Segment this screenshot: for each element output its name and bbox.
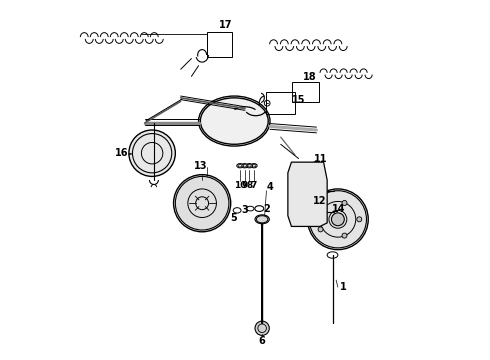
Text: 18: 18 xyxy=(303,72,317,82)
Text: 17: 17 xyxy=(219,19,232,30)
Circle shape xyxy=(308,189,368,249)
Text: 5: 5 xyxy=(230,213,237,223)
Text: 3: 3 xyxy=(242,205,248,215)
Text: 11: 11 xyxy=(314,154,327,163)
Text: 1: 1 xyxy=(340,282,346,292)
Ellipse shape xyxy=(200,98,268,144)
Circle shape xyxy=(318,227,323,232)
Text: 6: 6 xyxy=(259,336,266,346)
Text: 13: 13 xyxy=(194,161,207,171)
Ellipse shape xyxy=(237,163,243,168)
Circle shape xyxy=(255,321,270,336)
Ellipse shape xyxy=(251,163,257,168)
Circle shape xyxy=(331,213,344,226)
Bar xyxy=(292,82,319,103)
Polygon shape xyxy=(288,162,327,226)
Circle shape xyxy=(342,201,347,206)
Text: 10: 10 xyxy=(234,181,246,190)
Text: 15: 15 xyxy=(292,95,305,105)
Text: 7: 7 xyxy=(251,181,257,190)
Ellipse shape xyxy=(242,163,248,168)
Circle shape xyxy=(342,233,347,238)
Text: 14: 14 xyxy=(332,204,345,214)
Text: 2: 2 xyxy=(263,203,270,213)
Circle shape xyxy=(318,207,323,212)
Text: 8: 8 xyxy=(246,181,252,190)
Circle shape xyxy=(129,130,175,176)
Text: 16: 16 xyxy=(115,148,128,158)
Text: 12: 12 xyxy=(313,197,327,206)
Bar xyxy=(267,93,295,114)
Ellipse shape xyxy=(255,215,270,224)
Text: 9: 9 xyxy=(242,181,248,190)
Circle shape xyxy=(173,175,231,232)
Bar xyxy=(207,32,232,57)
Text: 4: 4 xyxy=(267,182,273,192)
Circle shape xyxy=(357,217,362,222)
Ellipse shape xyxy=(246,163,252,168)
